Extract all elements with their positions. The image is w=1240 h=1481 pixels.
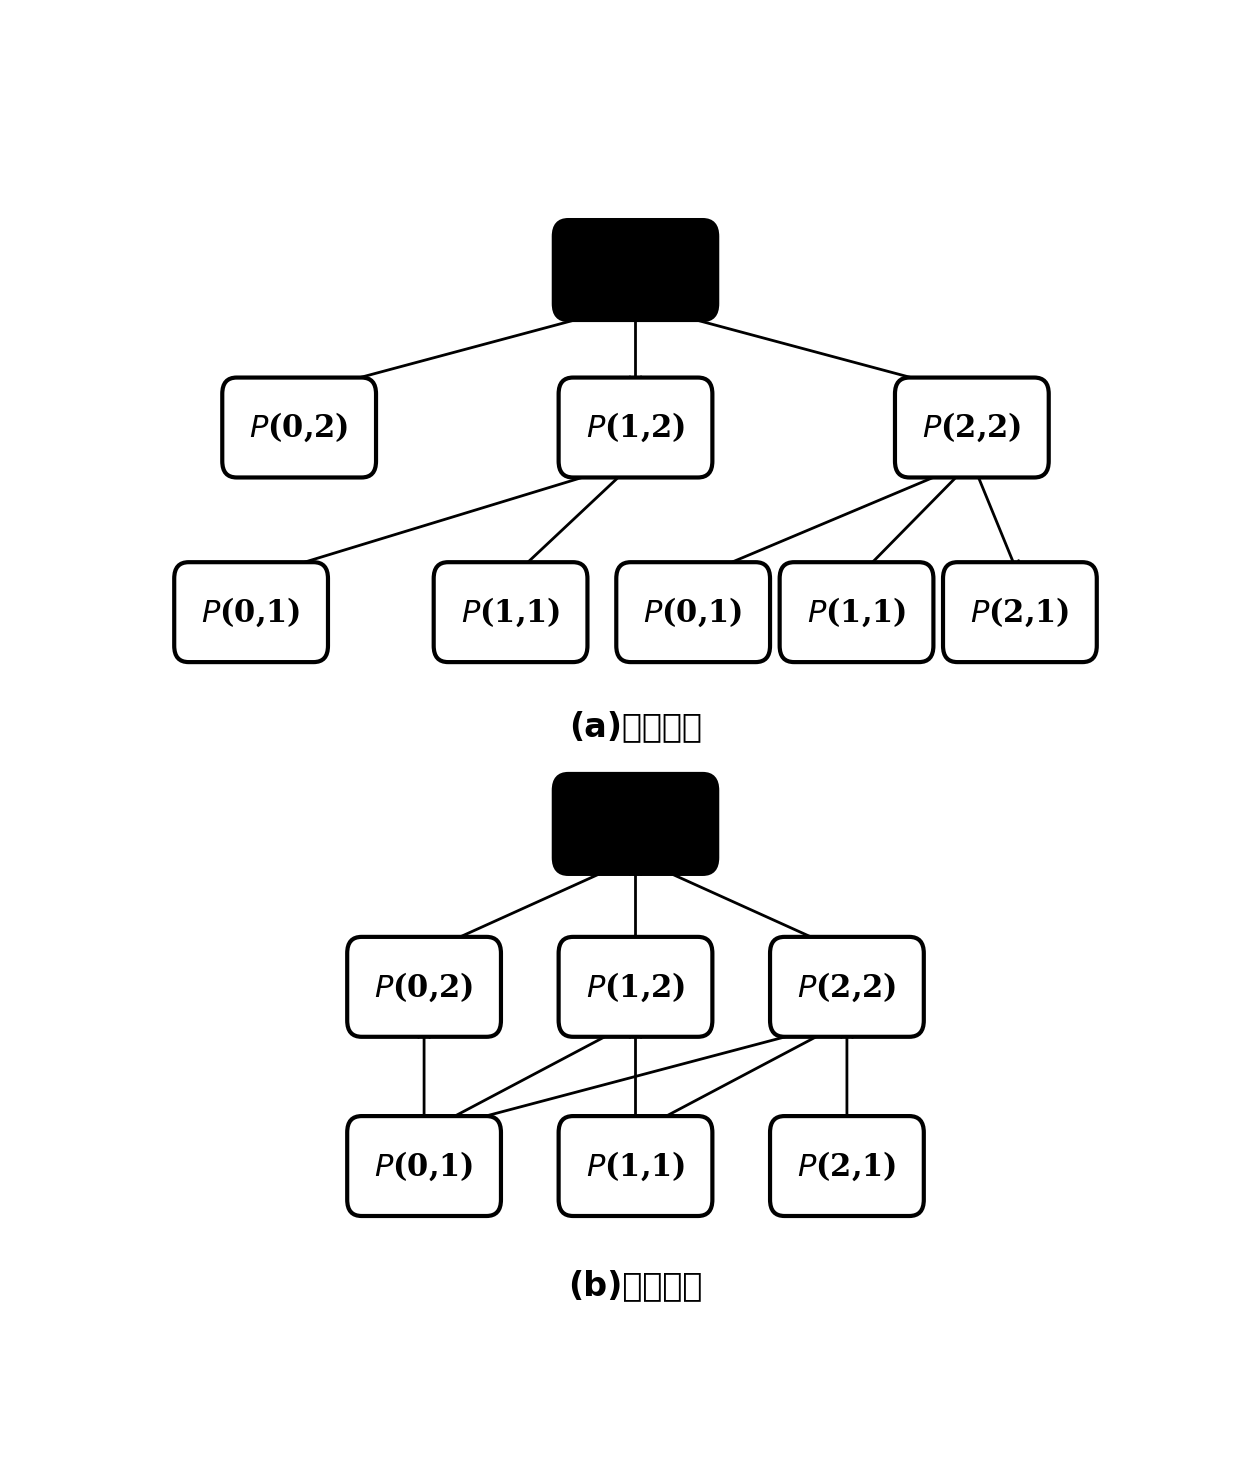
FancyBboxPatch shape	[780, 563, 934, 662]
FancyBboxPatch shape	[434, 563, 588, 662]
Text: $\mathit{P}$(1,1): $\mathit{P}$(1,1)	[807, 595, 906, 629]
Text: $\mathit{P}$(1,1): $\mathit{P}$(1,1)	[461, 595, 560, 629]
FancyBboxPatch shape	[616, 563, 770, 662]
FancyBboxPatch shape	[554, 221, 717, 320]
Text: $\mathit{P}$(1,1): $\mathit{P}$(1,1)	[585, 1149, 686, 1183]
FancyBboxPatch shape	[347, 937, 501, 1037]
FancyBboxPatch shape	[770, 1117, 924, 1216]
Text: $\mathit{P}$(1,2): $\mathit{P}$(1,2)	[585, 970, 686, 1004]
FancyBboxPatch shape	[558, 1117, 712, 1216]
Text: $\mathit{P}$(0,2): $\mathit{P}$(0,2)	[249, 410, 348, 444]
FancyBboxPatch shape	[895, 378, 1049, 477]
Text: $\mathit{P}$(0,1): $\mathit{P}$(0,1)	[644, 595, 743, 629]
FancyBboxPatch shape	[174, 563, 327, 662]
Text: (b)自底向上: (b)自底向上	[568, 1269, 703, 1302]
Text: $\mathit{P}$(2,1): $\mathit{P}$(2,1)	[970, 595, 1070, 629]
Text: $\mathit{P}$(2,1): $\mathit{P}$(2,1)	[797, 1149, 897, 1183]
Text: $\mathit{P}$(0,1): $\mathit{P}$(0,1)	[374, 1149, 474, 1183]
Text: (a)自顶向下: (a)自顶向下	[569, 709, 702, 742]
Text: $\mathit{P}$(0,2): $\mathit{P}$(0,2)	[374, 970, 474, 1004]
FancyBboxPatch shape	[942, 563, 1096, 662]
Text: $\mathit{P}$(1,2): $\mathit{P}$(1,2)	[585, 410, 686, 444]
FancyBboxPatch shape	[222, 378, 376, 477]
FancyBboxPatch shape	[558, 937, 712, 1037]
Text: $\mathit{P}$(2,2): $\mathit{P}$(2,2)	[923, 410, 1022, 444]
FancyBboxPatch shape	[347, 1117, 501, 1216]
Text: $\mathit{P}$(2,2): $\mathit{P}$(2,2)	[797, 970, 897, 1004]
FancyBboxPatch shape	[770, 937, 924, 1037]
FancyBboxPatch shape	[554, 775, 717, 874]
Text: $\mathit{P}$(0,1): $\mathit{P}$(0,1)	[201, 595, 301, 629]
FancyBboxPatch shape	[558, 378, 712, 477]
